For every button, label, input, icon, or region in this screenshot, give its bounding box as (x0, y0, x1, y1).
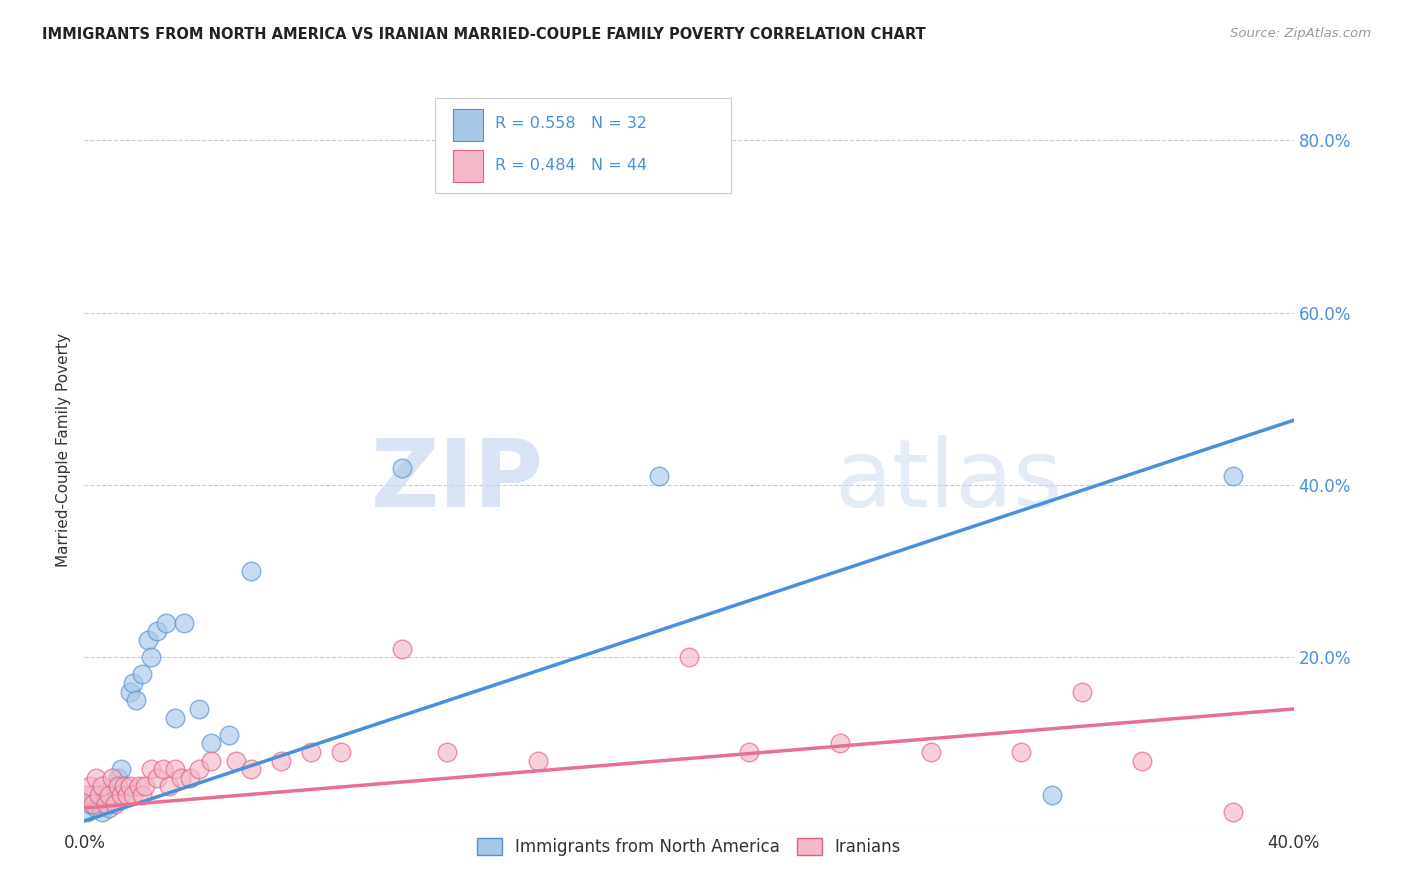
Text: R = 0.558   N = 32: R = 0.558 N = 32 (495, 116, 648, 131)
Point (82, 788, 104, 802)
Point (527, 754, 550, 768)
Point (131, 667, 153, 681)
Point (200, 736, 222, 750)
Point (165, 710, 187, 724)
FancyBboxPatch shape (434, 98, 731, 193)
Point (97, 788, 120, 802)
Point (239, 762, 262, 776)
Point (188, 702, 211, 716)
Point (152, 762, 174, 776)
Point (173, 615, 195, 630)
Point (1222, 469, 1244, 483)
Point (118, 684, 141, 698)
Point (91, 780, 114, 794)
Point (86, 771, 108, 785)
Point (155, 615, 177, 630)
Point (121, 788, 143, 802)
Point (200, 754, 222, 768)
Point (648, 469, 671, 483)
Point (157, 780, 180, 794)
Bar (453, 109, 484, 141)
Point (496, 168, 519, 182)
Point (76, 805, 98, 820)
Point (107, 771, 129, 785)
Point (1222, 805, 1244, 820)
Text: ZIP: ZIP (371, 434, 544, 527)
Point (239, 564, 262, 578)
Point (391, 460, 413, 475)
Text: Source: ZipAtlas.com: Source: ZipAtlas.com (1230, 27, 1371, 40)
Point (218, 728, 240, 742)
Point (94, 792, 117, 806)
Point (110, 788, 132, 802)
Y-axis label: Married-Couple Family Poverty: Married-Couple Family Poverty (56, 334, 72, 567)
Legend: Immigrants from North America, Iranians: Immigrants from North America, Iranians (470, 831, 908, 863)
Point (94, 797, 117, 811)
Point (115, 788, 138, 802)
Text: IMMIGRANTS FROM NORTH AMERICA VS IRANIAN MARRIED-COUPLE FAMILY POVERTY CORRELATI: IMMIGRANTS FROM NORTH AMERICA VS IRANIAN… (42, 27, 927, 42)
Point (89, 797, 111, 811)
Point (100, 788, 122, 802)
Point (436, 745, 458, 759)
Point (97, 801, 120, 815)
Point (188, 762, 211, 776)
Point (86, 801, 108, 815)
Point (146, 771, 169, 785)
Point (136, 633, 159, 648)
Point (82, 797, 104, 811)
Point (89, 788, 111, 802)
Point (678, 650, 700, 665)
Text: atlas: atlas (834, 434, 1063, 527)
Point (121, 676, 143, 690)
Point (100, 771, 122, 785)
Point (330, 745, 353, 759)
Point (170, 771, 193, 785)
Point (270, 754, 292, 768)
Point (128, 780, 150, 794)
Point (146, 624, 169, 639)
Point (134, 780, 156, 794)
Point (738, 745, 761, 759)
Text: R = 0.484   N = 44: R = 0.484 N = 44 (495, 158, 648, 173)
Point (79, 797, 101, 811)
Point (165, 762, 187, 776)
Point (107, 780, 129, 794)
Bar (453, 150, 484, 182)
Point (104, 797, 127, 811)
Point (110, 762, 132, 776)
Point (79, 780, 101, 794)
Point (104, 780, 127, 794)
Point (139, 650, 162, 665)
Point (139, 762, 162, 776)
Point (830, 736, 852, 750)
Point (131, 788, 153, 802)
Point (920, 745, 942, 759)
Point (125, 693, 148, 707)
Point (118, 780, 141, 794)
Point (1071, 684, 1094, 698)
Point (1130, 754, 1153, 768)
Point (112, 780, 135, 794)
Point (299, 745, 322, 759)
Point (391, 641, 413, 656)
Point (76, 788, 98, 802)
Point (1011, 745, 1033, 759)
Point (179, 771, 201, 785)
Point (91, 805, 114, 820)
Point (112, 780, 135, 794)
Point (1040, 788, 1063, 802)
Point (225, 754, 247, 768)
